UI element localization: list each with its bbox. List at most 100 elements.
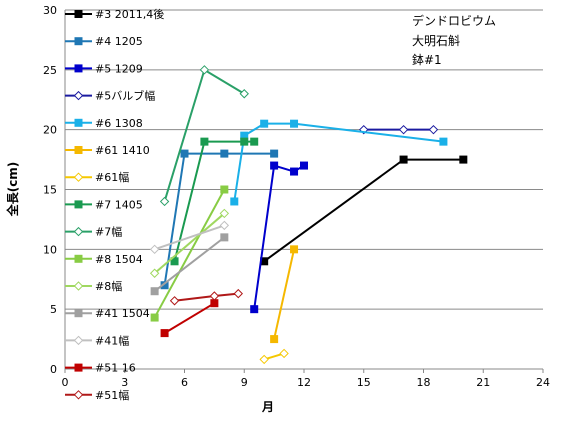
data-point <box>209 291 220 301</box>
data-point <box>149 268 160 278</box>
data-point <box>219 208 230 219</box>
data-point <box>290 245 299 254</box>
data-point <box>233 288 243 299</box>
data-point <box>220 233 229 242</box>
data-point <box>359 124 369 135</box>
data-point <box>239 89 249 99</box>
series-9 <box>150 185 229 322</box>
data-point <box>219 220 230 231</box>
data-point <box>199 65 210 75</box>
legend-item: #41幅 <box>65 334 129 347</box>
legend-swatch-marker <box>73 390 84 400</box>
data-point <box>200 137 209 146</box>
series-line <box>154 236 225 293</box>
series-lines <box>149 65 468 365</box>
series-7 <box>170 137 259 266</box>
legend-label: #61 1410 <box>95 144 150 157</box>
series-6 <box>259 348 289 365</box>
legend-label: #61幅 <box>95 171 129 184</box>
series-3 <box>359 124 439 135</box>
legend-swatch-marker <box>74 146 83 154</box>
y-tick-label: 5 <box>50 303 57 316</box>
series-line <box>154 224 225 251</box>
y-axis-title: 全長(cm) <box>5 162 20 218</box>
legend-swatch-marker <box>73 172 84 182</box>
legend-label: #7 1405 <box>95 198 143 211</box>
data-point <box>250 305 259 314</box>
series-line <box>164 302 215 334</box>
data-point <box>159 196 170 207</box>
x-axis-title: 月 <box>261 400 274 414</box>
legend-label: #4 1205 <box>95 35 143 48</box>
legend-swatch-marker <box>74 37 83 46</box>
series-line <box>273 249 296 340</box>
data-point <box>459 155 468 164</box>
legend-swatch-marker <box>73 90 84 101</box>
legend-item: #61幅 <box>65 171 129 184</box>
y-tick-label: 25 <box>43 64 57 77</box>
legend-item: #6 1308 <box>65 117 143 130</box>
x-tick-label: 24 <box>536 376 550 389</box>
series-1 <box>160 149 279 290</box>
data-point <box>150 287 159 296</box>
legend-item: #8 1504 <box>65 253 143 266</box>
legend-swatch-marker <box>74 309 83 318</box>
x-tick-label: 18 <box>417 376 431 389</box>
series-11 <box>150 233 229 296</box>
x-tick-label: 15 <box>357 376 371 389</box>
data-point <box>240 137 249 146</box>
series-10 <box>149 208 230 278</box>
series-5 <box>270 245 299 344</box>
legend-label: #51 16 <box>95 362 136 375</box>
data-point <box>300 161 308 170</box>
legend-swatch-marker <box>74 118 83 127</box>
y-tick-label: 0 <box>50 363 57 376</box>
x-tick-label: 21 <box>476 376 490 389</box>
gridlines <box>65 9 543 310</box>
annotation-line-2: 大明石斛 <box>412 34 460 48</box>
data-point <box>428 124 439 135</box>
data-point <box>210 299 219 308</box>
legend-swatch-marker <box>74 363 83 372</box>
legend-swatch-marker <box>73 281 84 291</box>
series-12 <box>149 220 230 255</box>
legend-label: #6 1308 <box>95 117 143 130</box>
series-line <box>173 140 255 262</box>
legend-label: #8幅 <box>95 280 122 293</box>
data-point <box>270 149 279 158</box>
legend-swatch-marker <box>73 226 84 237</box>
series-14 <box>169 288 243 306</box>
y-tick-label: 15 <box>43 184 57 197</box>
series-2 <box>250 161 308 314</box>
data-point <box>170 257 179 266</box>
annotation-line-3: 鉢#1 <box>412 53 442 67</box>
legend-label: #3 2011,4後 <box>95 7 164 21</box>
legend-item: #8幅 <box>65 280 122 293</box>
data-point <box>259 354 269 365</box>
data-point <box>230 197 239 206</box>
legend-swatch-marker <box>73 335 84 346</box>
series-line <box>153 189 226 319</box>
legend-item: #7 1405 <box>65 198 143 211</box>
data-point <box>160 329 169 338</box>
legend: #3 2011,4後 #4 1205 #5 1209 #5バルブ幅 #6 1308 #61… <box>65 7 164 402</box>
x-tick-label: 9 <box>241 376 248 389</box>
data-point <box>180 149 189 158</box>
data-point <box>220 149 229 158</box>
tick-labels: 0 5 10 15 20 25 30 0 3 6 9 12 15 18 21 24 <box>43 4 550 389</box>
series-0 <box>260 155 468 266</box>
x-tick-label: 12 <box>297 376 311 389</box>
data-point <box>279 348 289 359</box>
data-point <box>270 335 279 344</box>
annotation-box: デンドロビウム 大明石斛 鉢#1 <box>412 13 496 67</box>
x-tick-label: 3 <box>121 376 128 389</box>
legend-swatch-marker <box>74 10 83 18</box>
data-point <box>250 137 259 146</box>
annotation-line-1: デンドロビウム <box>412 13 496 28</box>
data-point <box>169 296 180 306</box>
legend-item: #5バルブ幅 <box>65 89 155 103</box>
x-tick-label: 6 <box>181 376 188 389</box>
data-point <box>270 161 279 170</box>
legend-label: #8 1504 <box>95 253 143 266</box>
